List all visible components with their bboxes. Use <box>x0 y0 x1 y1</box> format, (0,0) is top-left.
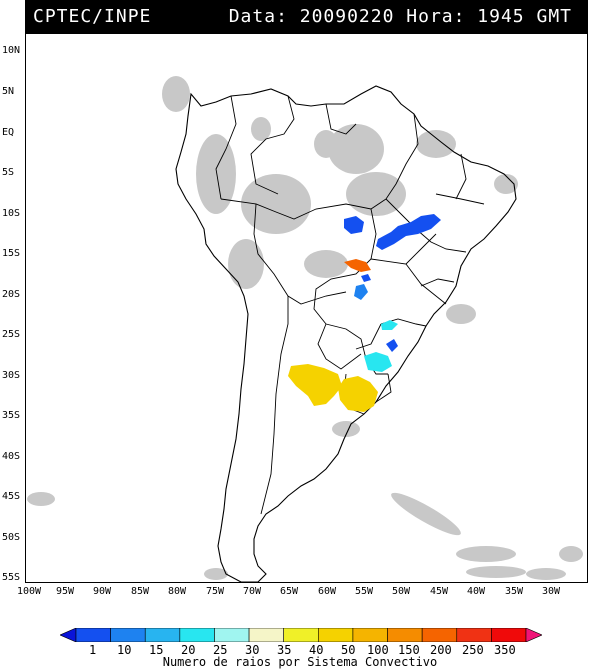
colorbar-tick: 50 <box>341 643 356 657</box>
lat-label: 40S <box>2 451 21 462</box>
colorbar-cell <box>214 628 250 642</box>
lat-label: EQ <box>2 127 15 138</box>
colorbar-tick: 150 <box>398 643 420 657</box>
colorbar-cell <box>248 628 284 642</box>
map-frame <box>25 33 588 583</box>
lon-label: 35W <box>505 586 524 597</box>
convective-systems <box>288 214 441 412</box>
lon-label: 100W <box>17 586 42 597</box>
title-bar: CPTEC/INPE Data: 20090220 Hora: 1945 GMT <box>25 0 588 33</box>
colorbar-tick: 40 <box>309 643 324 657</box>
colorbar-tick: 30 <box>245 643 260 657</box>
colorbar-cell <box>179 628 215 642</box>
lon-label: 85W <box>131 586 150 597</box>
colorbar-tick: 200 <box>430 643 452 657</box>
lon-label: 45W <box>430 586 449 597</box>
lon-label: 80W <box>168 586 187 597</box>
colorbar-cell <box>60 628 77 642</box>
lat-label: 15S <box>2 248 21 259</box>
lon-label: 75W <box>206 586 225 597</box>
lon-label: 70W <box>243 586 262 597</box>
lat-label: 55S <box>2 572 21 583</box>
colorbar-tick: 1 <box>89 643 97 657</box>
colorbar-tick: 15 <box>149 643 164 657</box>
lon-label: 95W <box>56 586 75 597</box>
colorbar-tick: 250 <box>462 643 484 657</box>
colorbar-caption: Numero de raios por Sistema Convectivo <box>162 655 438 669</box>
lon-label: 30W <box>542 586 561 597</box>
cloud-cover <box>27 76 583 580</box>
colorbar-cell <box>352 628 388 642</box>
colorbar-tick: 35 <box>277 643 292 657</box>
colorbar-tick: 10 <box>117 643 132 657</box>
lat-label: 35S <box>2 410 21 421</box>
colorbar-cell <box>421 628 458 642</box>
lon-label: 55W <box>355 586 374 597</box>
lat-label: 20S <box>2 289 21 300</box>
colorbar-tick: 100 <box>367 643 389 657</box>
lat-label: 10S <box>2 208 21 219</box>
colorbar-tick: 350 <box>494 643 516 657</box>
title-datetime: Data: 20090220 Hora: 1945 GMT <box>228 6 572 27</box>
colorbar-cell <box>387 628 423 642</box>
lon-label: 65W <box>280 586 299 597</box>
colorbar-cell <box>525 628 542 642</box>
lat-label: 25S <box>2 329 21 340</box>
map-canvas <box>27 76 583 582</box>
lon-label: 40W <box>467 586 486 597</box>
colorbar-cell <box>75 628 111 642</box>
lat-label: 45S <box>2 491 21 502</box>
colorbar-cell <box>456 628 492 642</box>
colorbar-tick: 20 <box>181 643 196 657</box>
colorbar-cell <box>491 628 527 642</box>
colorbar-cell <box>283 628 319 642</box>
colorbar-tick: 25 <box>213 643 228 657</box>
colorbar <box>60 628 542 642</box>
lat-label: 5N <box>2 86 15 97</box>
lon-label: 50W <box>392 586 411 597</box>
colorbar-cell <box>110 628 146 642</box>
lat-label: 5S <box>2 167 15 178</box>
coastline <box>175 85 517 582</box>
country-borders <box>215 95 485 515</box>
lon-label: 60W <box>318 586 337 597</box>
colorbar-cell <box>318 628 354 642</box>
lat-label: 30S <box>2 370 21 381</box>
title-source: CPTEC/INPE <box>33 6 152 27</box>
lat-label: 10N <box>2 45 21 56</box>
lon-label: 90W <box>93 586 112 597</box>
colorbar-cell <box>144 628 181 642</box>
lat-label: 50S <box>2 532 21 543</box>
